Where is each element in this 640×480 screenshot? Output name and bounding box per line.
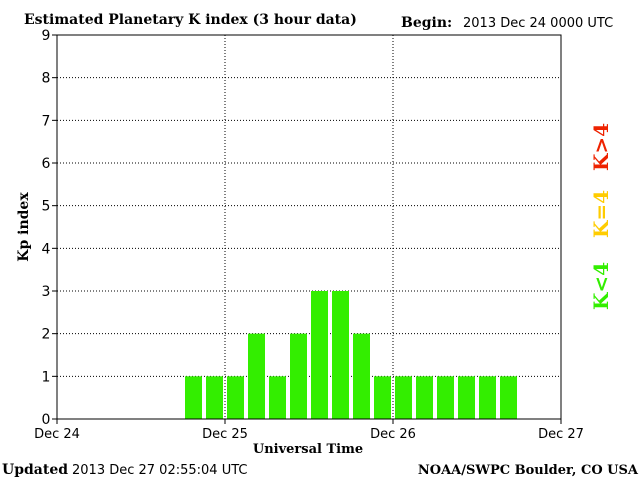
y-tick-label: 5 — [42, 199, 51, 215]
kp-bar — [269, 376, 286, 419]
x-tick-label: Dec 24 — [34, 427, 80, 442]
kp-bar — [227, 376, 244, 419]
legend: K<4 K=4 K>4 — [589, 123, 613, 310]
y-tick-label: 7 — [42, 113, 51, 129]
legend-item: K=4 — [589, 190, 613, 238]
y-tick-label: 2 — [42, 327, 51, 343]
plot-area: 0 1 2 3 4 5 6 7 8 9 Dec 24 Dec 25 Dec 26 Dec 27 — [34, 28, 584, 442]
kp-bar — [437, 376, 454, 419]
y-tick-label: 6 — [42, 156, 51, 172]
begin-label: Begin: — [401, 15, 452, 31]
kp-bar — [374, 376, 391, 419]
kp-bar — [248, 333, 265, 419]
legend-item: K<4 — [589, 262, 613, 310]
y-tick-label: 0 — [42, 412, 51, 428]
kp-bar — [353, 333, 370, 419]
kp-bar — [479, 376, 496, 419]
begin-value: 2013 Dec 24 0000 UTC — [463, 16, 613, 31]
y-tick-label: 1 — [42, 369, 51, 385]
x-axis-label: Universal Time — [253, 442, 363, 457]
kp-bar — [206, 376, 223, 419]
chart-title: Estimated Planetary K index (3 hour data… — [24, 12, 357, 28]
kp-bar — [185, 376, 202, 419]
kp-bar — [311, 291, 328, 419]
y-tick-label: 8 — [42, 71, 51, 87]
plot-frame — [56, 34, 562, 420]
legend-item: K>4 — [589, 123, 613, 171]
x-tick-label: Dec 27 — [538, 427, 584, 442]
y-axis-label: Kp index — [16, 192, 32, 262]
y-tick-label: 3 — [42, 284, 51, 300]
kp-bar — [395, 376, 412, 419]
y-tick-label: 9 — [42, 28, 51, 44]
kp-bar — [458, 376, 475, 419]
x-tick-label: Dec 26 — [370, 427, 416, 442]
y-tick-label: 4 — [42, 241, 51, 257]
updated-label: Updated — [2, 462, 68, 478]
x-tick-label: Dec 25 — [202, 427, 248, 442]
kp-bar — [500, 376, 517, 419]
kp-bar — [332, 291, 349, 419]
updated-value: 2013 Dec 27 02:55:04 UTC — [72, 463, 247, 478]
source-credit: NOAA/SWPC Boulder, CO USA — [418, 463, 639, 478]
kp-bar — [416, 376, 433, 419]
kp-bar — [290, 333, 307, 419]
